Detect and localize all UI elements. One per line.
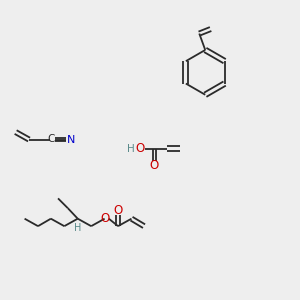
- Text: O: O: [113, 204, 123, 217]
- Text: O: O: [100, 212, 109, 225]
- Text: H: H: [74, 223, 81, 233]
- Text: O: O: [150, 159, 159, 172]
- Text: C: C: [48, 134, 55, 144]
- Text: H: H: [127, 143, 134, 154]
- Text: N: N: [67, 134, 75, 145]
- Text: O: O: [136, 142, 145, 155]
